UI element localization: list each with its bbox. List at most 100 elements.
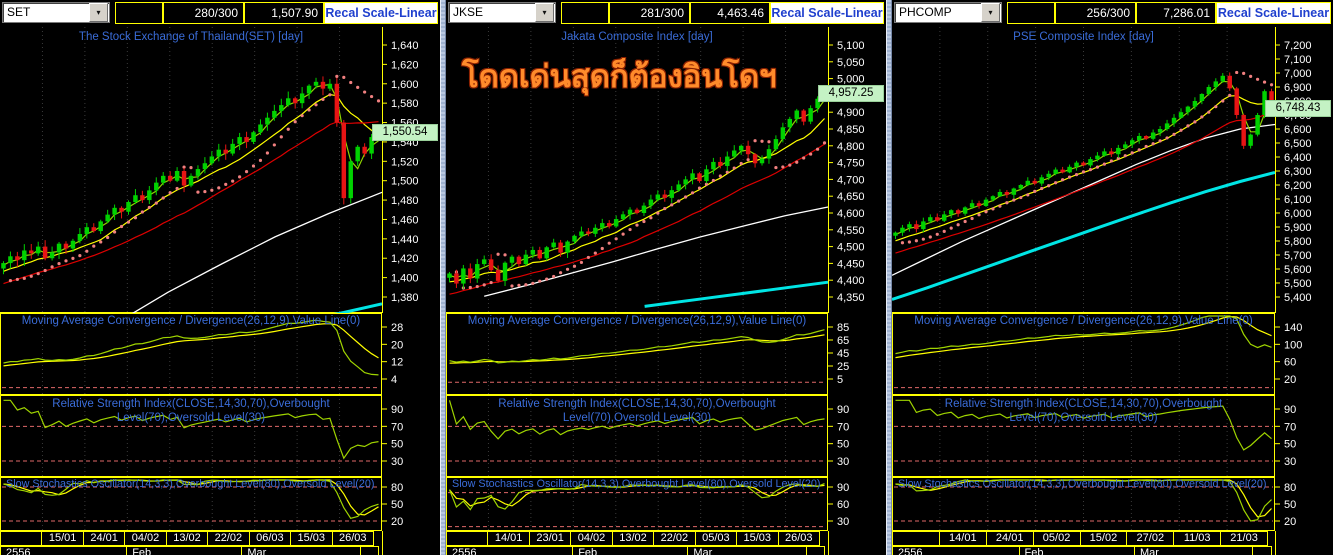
y-axis-label: 45 — [837, 348, 849, 360]
date-cell-empty — [0, 531, 43, 546]
y-axis-label: 7,000 — [1284, 68, 1312, 80]
recal-scale-button[interactable]: Recal Scale-Linear — [770, 2, 884, 24]
period-cell — [359, 546, 379, 555]
period-cell: 2556 — [0, 546, 128, 555]
y-axis-label: 4,900 — [837, 107, 865, 119]
y-axis-label: 6,200 — [1284, 180, 1312, 192]
y-axis-label: 4,400 — [837, 275, 865, 287]
chart-panel-jkse: JKSE ▾ 281/300 4,463.46 Recal Scale-Line… — [446, 0, 886, 555]
price-plot: 7,2007,1007,0006,9006,8006,7006,6006,500… — [892, 27, 1312, 313]
rsi-panel[interactable]: 90 70 50 30 Relative Strength Index(CLOSE,1… — [446, 395, 886, 477]
window-divider[interactable] — [440, 0, 446, 555]
bar-count-box: 280/300 — [163, 2, 244, 24]
axis-line — [382, 531, 383, 555]
date-cell: 13/02 — [165, 531, 209, 546]
date-cell: 04/02 — [570, 531, 613, 546]
period-cell: Feb — [572, 546, 689, 555]
y-axis-label: 5 — [837, 374, 843, 386]
rsi-plot: 90 70 50 30 — [0, 395, 403, 477]
date-cell: 04/02 — [124, 531, 167, 546]
toolbar-empty-box — [561, 2, 609, 24]
y-axis-label: 90 — [837, 482, 849, 494]
y-axis-label: 5,400 — [1284, 292, 1312, 304]
y-axis-label: 30 — [837, 456, 849, 468]
stoch-panel[interactable]: 80 50 20 Slow Stochastics Oscillator(14,3,… — [0, 477, 440, 531]
date-cell: 14/01 — [487, 531, 530, 546]
stoch-panel[interactable]: 80 50 20 Slow Stochastics Oscillator(14,3,… — [892, 477, 1333, 531]
toolbar: JKSE ▾ 281/300 4,463.46 Recal Scale-Line… — [446, 0, 886, 27]
macd-panel[interactable]: 85 65 45 25 5 Moving Average Convergence / D… — [446, 313, 886, 395]
date-cell: 05/03 — [694, 531, 738, 546]
y-axis-label: 80 — [391, 482, 403, 494]
sar-dots — [900, 70, 1274, 245]
y-axis-label: 5,800 — [1284, 236, 1312, 248]
y-axis-label: 5,000 — [837, 74, 865, 86]
y-axis-label: 28 — [391, 322, 403, 334]
symbol-dropdown[interactable]: SET ▾ — [2, 2, 110, 23]
period-axis: 2556 Feb Mar — [0, 546, 382, 555]
stoch-panel[interactable]: 90 60 30 Slow Stochastics Oscillator(14,3,… — [446, 477, 886, 531]
y-axis-label: 50 — [837, 439, 849, 451]
y-axis-label: 4,450 — [837, 258, 865, 270]
y-axis-label: 50 — [1284, 499, 1296, 511]
y-axis-label: 65 — [837, 335, 849, 347]
y-axis-label: 4,500 — [837, 242, 865, 254]
rsi-panel[interactable]: 90 70 50 30 Relative Strength Index(CLOSE,1… — [892, 395, 1333, 477]
symbol-dropdown[interactable]: JKSE ▾ — [448, 2, 556, 23]
rsi-plot: 90 70 50 30 — [446, 395, 849, 477]
period-cell — [805, 546, 825, 555]
chart-area: 5,1005,0505,0004,9504,9004,8504,8004,750… — [446, 27, 886, 555]
period-cell: 2556 — [446, 546, 574, 555]
y-axis-label: 60 — [837, 499, 849, 511]
date-cell: 15/01 — [41, 531, 84, 546]
date-cell: 22/02 — [653, 531, 696, 546]
stoch-plot: 80 50 20 — [0, 477, 403, 531]
y-axis-label: 4,850 — [837, 124, 865, 136]
y-axis-label: 7,200 — [1284, 40, 1312, 52]
chart-panel-phcomp: PHCOMP ▾ 256/300 7,286.01 Recal Scale-Li… — [892, 0, 1333, 555]
symbol-dropdown[interactable]: PHCOMP ▾ — [894, 2, 1002, 23]
price-chart[interactable]: 1,6401,6201,6001,5801,5601,5401,5201,500… — [0, 27, 440, 313]
candles — [447, 89, 827, 289]
recal-scale-button[interactable]: Recal Scale-Linear — [1216, 2, 1331, 24]
price-chart[interactable]: 5,1005,0505,0004,9504,9004,8504,8004,750… — [446, 27, 886, 313]
y-axis-label: 80 — [1284, 482, 1296, 494]
window-divider[interactable] — [886, 0, 892, 555]
y-axis-label: 4,650 — [837, 191, 865, 203]
symbol-value: SET — [7, 5, 31, 19]
y-axis-label: 85 — [837, 322, 849, 334]
chart-area: 1,6401,6201,6001,5801,5601,5401,5201,500… — [0, 27, 440, 555]
toolbar-empty-box — [115, 2, 163, 24]
y-axis-label: 4,350 — [837, 292, 865, 304]
rsi-panel[interactable]: 90 70 50 30 Relative Strength Index(CLOSE,1… — [0, 395, 440, 477]
y-axis-label: 20 — [391, 339, 403, 351]
period-cell: Mar — [241, 546, 361, 555]
y-axis-label: 50 — [391, 439, 403, 451]
y-axis-label: 6,400 — [1284, 152, 1312, 164]
y-axis-label: 90 — [391, 404, 403, 416]
last-value-badge: 1,550.54 — [372, 123, 438, 141]
chevron-down-icon[interactable]: ▾ — [535, 3, 554, 22]
chevron-down-icon[interactable]: ▾ — [89, 3, 108, 22]
recal-scale-button[interactable]: Recal Scale-Linear — [324, 2, 438, 24]
y-axis-label: 1,620 — [391, 59, 419, 71]
candles — [1, 76, 381, 275]
period-cell: 2556 — [892, 546, 1020, 555]
chevron-down-icon[interactable]: ▾ — [981, 3, 1000, 22]
macd-panel[interactable]: 28 20 12 4 Moving Average Convergence / Div… — [0, 313, 440, 395]
y-axis-label: 1,640 — [391, 40, 419, 52]
price-plot: 5,1005,0505,0004,9504,9004,8504,8004,750… — [446, 27, 865, 313]
y-axis-label: 1,600 — [391, 79, 419, 91]
date-axis: 14/01 23/01 04/02 13/02 22/02 05/03 15/03 26/03 — [446, 531, 828, 546]
y-axis-label: 140 — [1284, 322, 1302, 334]
y-axis-label: 4 — [391, 374, 397, 386]
y-axis-label: 5,500 — [1284, 278, 1312, 290]
y-axis-label: 20 — [1284, 374, 1296, 386]
y-axis-label: 1,500 — [391, 176, 419, 188]
date-cell: 23/01 — [528, 531, 572, 546]
macd-panel[interactable]: 140 100 60 20 Moving Average Convergence / … — [892, 313, 1333, 395]
date-cell-empty — [446, 531, 489, 546]
y-axis-label: 5,050 — [837, 57, 865, 69]
price-chart[interactable]: 7,2007,1007,0006,9006,8006,7006,6006,500… — [892, 27, 1333, 313]
